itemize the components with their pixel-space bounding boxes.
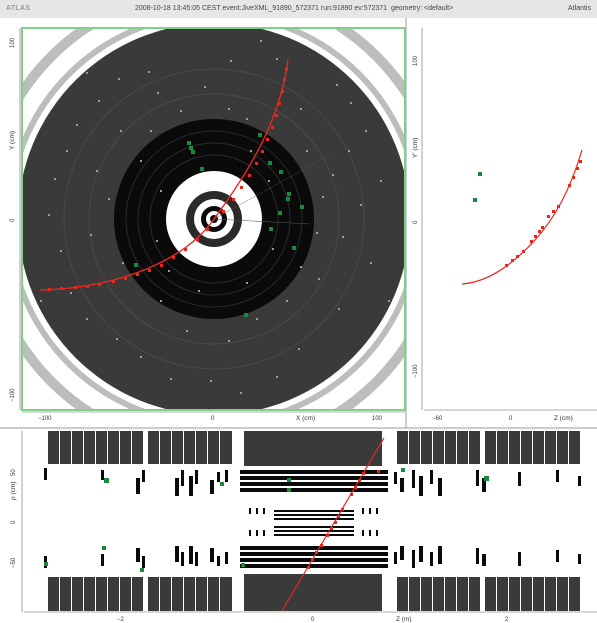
xy-y-label: Y (cm) [9,131,16,150]
yz-y-label: Y' (cm) [412,138,419,158]
yz-xtick-neg: −60 [432,416,443,422]
rz-calo-top [48,431,580,466]
rz-ytick-pos: 50 [11,469,17,476]
xy-track[interactable] [39,59,289,291]
rz-green-hits [44,468,489,572]
yz-track[interactable] [461,149,583,285]
rz-inner-detector [240,470,388,568]
xy-view[interactable]: −100 0 100 X (cm) 100 0 −100 Y (cm) [0,0,514,519]
app-name: Atlantis [568,5,591,12]
rz-track[interactable] [281,437,385,612]
rz-ytick-neg: −50 [11,557,17,568]
xy-xtick-0: 0 [211,416,215,422]
rz-xtick-pos: 2 [505,617,509,623]
yz-green-hit [478,172,482,176]
event-info: 2008-10-18 13:45:05 CEST event:JiveXML_9… [135,5,454,12]
xy-x-label: X (cm) [296,415,315,422]
atlas-logo: ATLAS [6,5,31,12]
rz-view[interactable]: −2 0 2 Z (m) 50 0 −50 ρ (cm) [10,431,597,623]
xy-xtick-pos: 100 [372,416,383,422]
rz-track-hits [307,470,380,569]
rz-calo-bottom [48,574,580,611]
rz-ytick-0: 0 [11,520,17,524]
rz-xtick-neg: −2 [117,617,125,623]
rz-xtick-0: 0 [311,617,315,623]
xy-ytick-0: 0 [10,218,16,222]
xy-green-hits [134,133,304,317]
rz-x-label: Z (m) [396,616,412,623]
rz-muon-top [44,468,581,496]
xy-ytick-neg: −100 [10,388,16,402]
yz-x-label: Z (cm) [554,415,573,422]
yz-view[interactable]: −60 0 Z (cm) 100 0 −100 Y' (cm) [412,28,597,422]
xy-gray-hits [40,40,390,394]
yz-xtick-0: 0 [509,416,513,422]
xy-xtick-neg: −100 [38,416,52,422]
yz-ytick-neg: −100 [413,364,419,378]
yz-track-hits [505,160,582,267]
xy-track-hits [48,68,288,291]
title-bar: ATLAS 2008-10-18 13:45:05 CEST event:Jiv… [0,0,597,18]
rz-y-label: ρ (cm) [10,482,17,501]
yz-green-hit [473,198,477,202]
yz-ytick-0: 0 [413,220,419,224]
yz-ytick-pos: 100 [413,55,419,66]
xy-ytick-pos: 100 [10,37,16,48]
